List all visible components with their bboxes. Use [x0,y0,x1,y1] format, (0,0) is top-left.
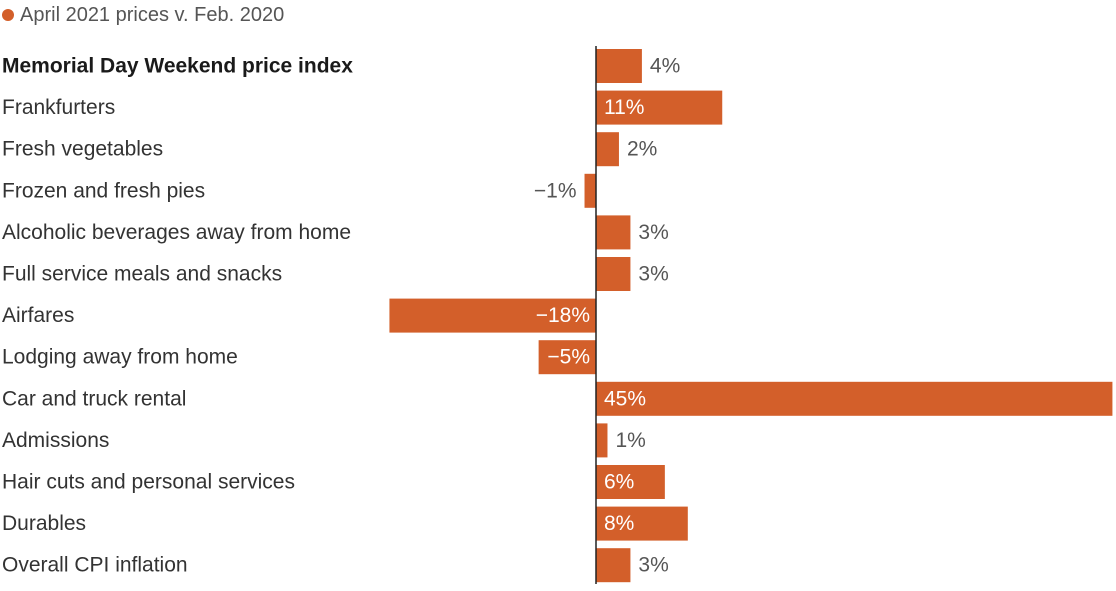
category-label: Frozen and fresh pies [2,179,205,202]
bar [596,90,723,125]
value-label: 6% [604,471,634,494]
value-label: 4% [650,55,680,78]
category-label: Durables [2,512,86,535]
value-label: 11% [604,96,644,119]
category-label: Car and truck rental [2,387,186,410]
bar [596,465,665,499]
value-label: −1% [534,179,577,202]
bar [596,381,1113,416]
value-label: 8% [604,512,634,535]
category-label: Frankfurters [2,96,115,119]
value-label: −18% [536,304,590,327]
category-label: Hair cuts and personal services [2,471,295,494]
bar [596,49,642,83]
category-label: Fresh vegetables [2,138,163,161]
bar [596,132,619,167]
category-label: Admissions [2,429,109,452]
value-label: 2% [627,138,657,161]
value-label: 3% [638,554,668,577]
category-label: Alcoholic beverages away from home [2,221,351,244]
bar [596,506,688,541]
category-label: Airfares [2,304,74,327]
bar [596,548,631,583]
category-label: Memorial Day Weekend price index [2,55,353,78]
legend-label: April 2021 prices v. Feb. 2020 [20,3,285,26]
legend-swatch [2,9,14,21]
value-label: 1% [615,429,645,452]
value-label: 3% [638,263,668,286]
category-label: Full service meals and snacks [2,263,282,286]
value-label: 45% [604,387,646,410]
category-label: Lodging away from home [2,346,238,369]
bar [538,340,596,375]
bar [389,298,596,333]
value-label: −5% [547,346,590,369]
bar [596,423,608,458]
bar [596,257,631,291]
value-label: 3% [638,221,668,244]
bar [596,215,631,250]
category-label: Overall CPI inflation [2,554,188,577]
legend: April 2021 prices v. Feb. 2020 [2,2,284,28]
bar [584,173,596,208]
